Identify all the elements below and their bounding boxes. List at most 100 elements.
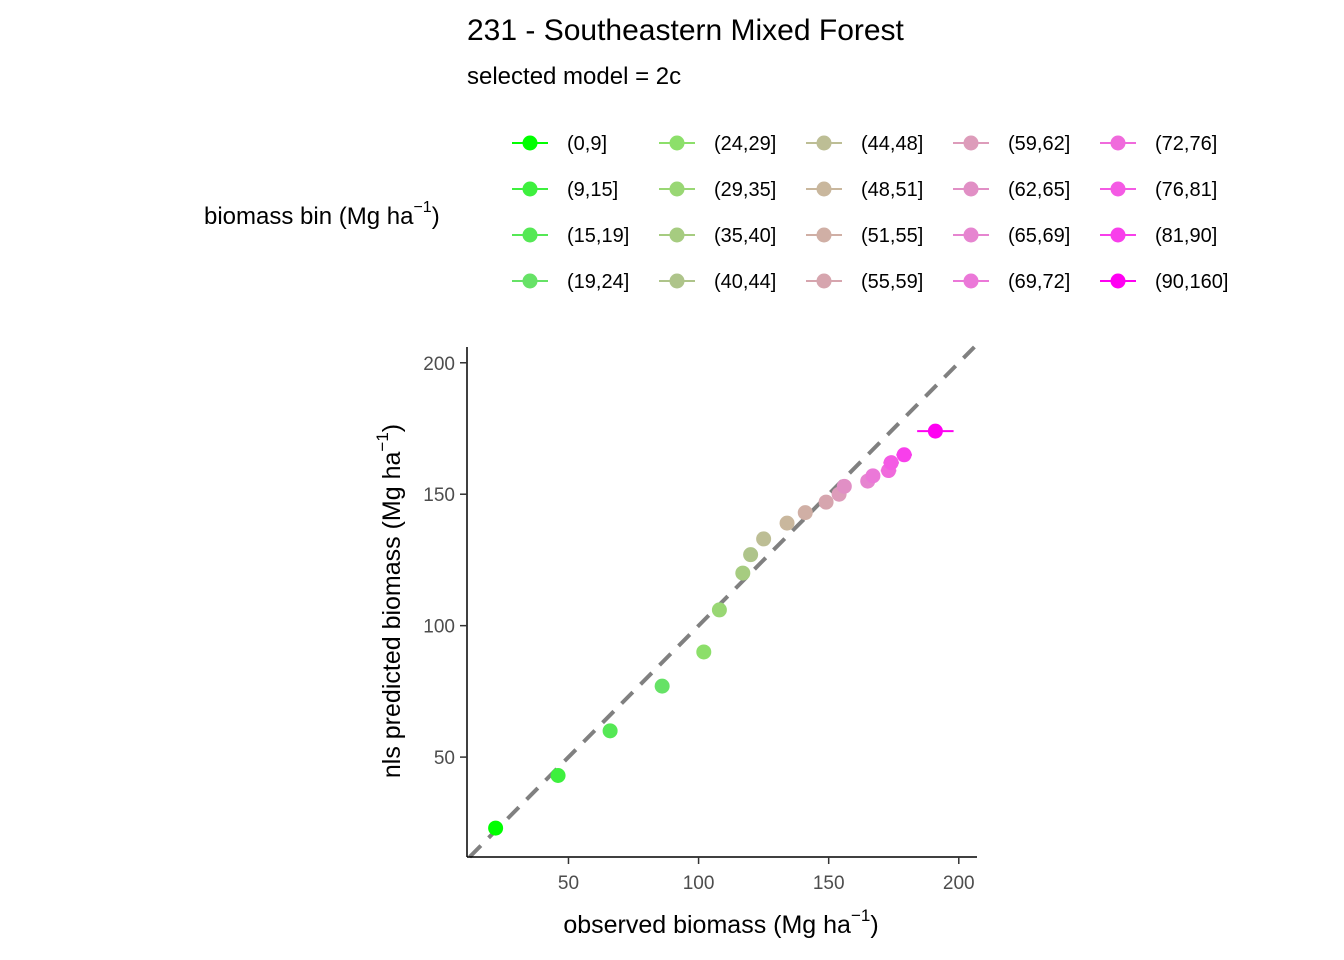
- legend-key-point: [522, 135, 538, 151]
- legend-item: (62,65]: [953, 179, 1070, 201]
- data-point: [865, 468, 881, 484]
- legend-item: (76,81]: [1100, 179, 1217, 201]
- legend-key-point: [1110, 227, 1126, 243]
- legend-key-point: [963, 181, 979, 197]
- data-point-group: [711, 602, 727, 618]
- legend: (0,9] (9,15] (15,19] (19,24] (24,29] (29,35] (…: [512, 133, 1228, 293]
- legend-item: (0,9]: [512, 133, 607, 155]
- legend-item: (65,69]: [953, 225, 1070, 247]
- legend-label: (24,29]: [714, 133, 776, 155]
- x-tick-label: 50: [558, 873, 579, 894]
- legend-item: (90,160]: [1100, 271, 1228, 293]
- data-point: [654, 678, 670, 694]
- legend-key-point: [522, 181, 538, 197]
- legend-label: (65,69]: [1008, 225, 1070, 247]
- y-tick-label: 150: [423, 485, 455, 506]
- data-point-group: [865, 468, 881, 484]
- data-point-group: [779, 515, 795, 531]
- legend-label: (55,59]: [861, 271, 923, 293]
- legend-item: (40,44]: [659, 271, 776, 293]
- legend-label: (48,51]: [861, 179, 923, 201]
- data-point: [488, 820, 504, 836]
- reference-line: [468, 345, 976, 859]
- legend-label: (9,15]: [567, 179, 618, 201]
- legend-label: (19,24]: [567, 271, 629, 293]
- data-point: [711, 602, 727, 618]
- legend-item: (35,40]: [659, 225, 776, 247]
- legend-label: (0,9]: [567, 133, 607, 155]
- legend-label: (62,65]: [1008, 179, 1070, 201]
- data-point: [883, 455, 899, 471]
- legend-key-point: [522, 273, 538, 289]
- x-tick-label: 100: [683, 873, 715, 894]
- legend-label: (44,48]: [861, 133, 923, 155]
- legend-label: (35,40]: [714, 225, 776, 247]
- data-point-group: [836, 478, 852, 494]
- legend-label: (76,81]: [1155, 179, 1217, 201]
- legend-key-point: [669, 273, 685, 289]
- y-axis-title: nls predicted biomass (Mg ha−1): [373, 424, 406, 778]
- legend-key-point: [963, 135, 979, 151]
- data-point: [602, 723, 618, 739]
- axis-ticks: 50 100 150 200 50 100 150 200: [423, 354, 974, 894]
- data-point-group: [488, 820, 504, 836]
- data-point: [696, 644, 712, 660]
- data-point-group: [743, 547, 759, 563]
- data-point: [927, 423, 943, 439]
- legend-key-point: [1110, 135, 1126, 151]
- legend-label: (81,90]: [1155, 225, 1217, 247]
- x-axis-title: observed biomass (Mg ha−1): [563, 906, 878, 939]
- data-point-group: [654, 678, 670, 694]
- legend-key-point: [669, 227, 685, 243]
- legend-title: biomass bin (Mg ha−1): [204, 199, 440, 230]
- legend-label: (59,62]: [1008, 133, 1070, 155]
- legend-label: (15,19]: [567, 225, 629, 247]
- legend-item: (81,90]: [1100, 225, 1217, 247]
- legend-key-point: [816, 273, 832, 289]
- x-tick-label: 200: [943, 873, 975, 894]
- data-point-group: [818, 494, 834, 510]
- data-point-group: [696, 644, 712, 660]
- y-tick-label: 100: [423, 617, 455, 638]
- data-point-group: [550, 768, 566, 784]
- legend-label: (69,72]: [1008, 271, 1070, 293]
- legend-label: (40,44]: [714, 271, 776, 293]
- legend-item: (72,76]: [1100, 133, 1217, 155]
- chart-subtitle: selected model = 2c: [467, 63, 681, 90]
- x-tick-label: 150: [813, 873, 845, 894]
- legend-item: (19,24]: [512, 271, 629, 293]
- legend-label: (72,76]: [1155, 133, 1217, 155]
- data-point-group: [602, 723, 618, 739]
- legend-key-point: [816, 227, 832, 243]
- data-point-group: [883, 455, 899, 471]
- data-point: [756, 531, 772, 547]
- y-tick-label: 200: [423, 354, 455, 375]
- y-tick-label: 50: [434, 748, 455, 769]
- data-point: [896, 447, 912, 463]
- legend-item: (55,59]: [806, 271, 923, 293]
- legend-key-point: [1110, 273, 1126, 289]
- legend-item: (29,35]: [659, 179, 776, 201]
- legend-item: (51,55]: [806, 225, 923, 247]
- legend-item: (69,72]: [953, 271, 1070, 293]
- chart-title: 231 - Southeastern Mixed Forest: [467, 14, 905, 47]
- legend-label: (29,35]: [714, 179, 776, 201]
- data-point-group: [756, 531, 772, 547]
- legend-key-point: [669, 135, 685, 151]
- data-point: [735, 565, 751, 581]
- data-point: [797, 505, 813, 521]
- data-point: [743, 547, 759, 563]
- legend-item: (44,48]: [806, 133, 923, 155]
- legend-label: (51,55]: [861, 225, 923, 247]
- legend-key-point: [963, 273, 979, 289]
- data-points: [488, 423, 954, 836]
- legend-item: (24,29]: [659, 133, 776, 155]
- legend-item: (59,62]: [953, 133, 1070, 155]
- legend-key-point: [816, 135, 832, 151]
- legend-item: (48,51]: [806, 179, 923, 201]
- legend-key-point: [816, 181, 832, 197]
- data-point-group: [797, 505, 813, 521]
- legend-item: (9,15]: [512, 179, 618, 201]
- data-point-group: [917, 423, 954, 439]
